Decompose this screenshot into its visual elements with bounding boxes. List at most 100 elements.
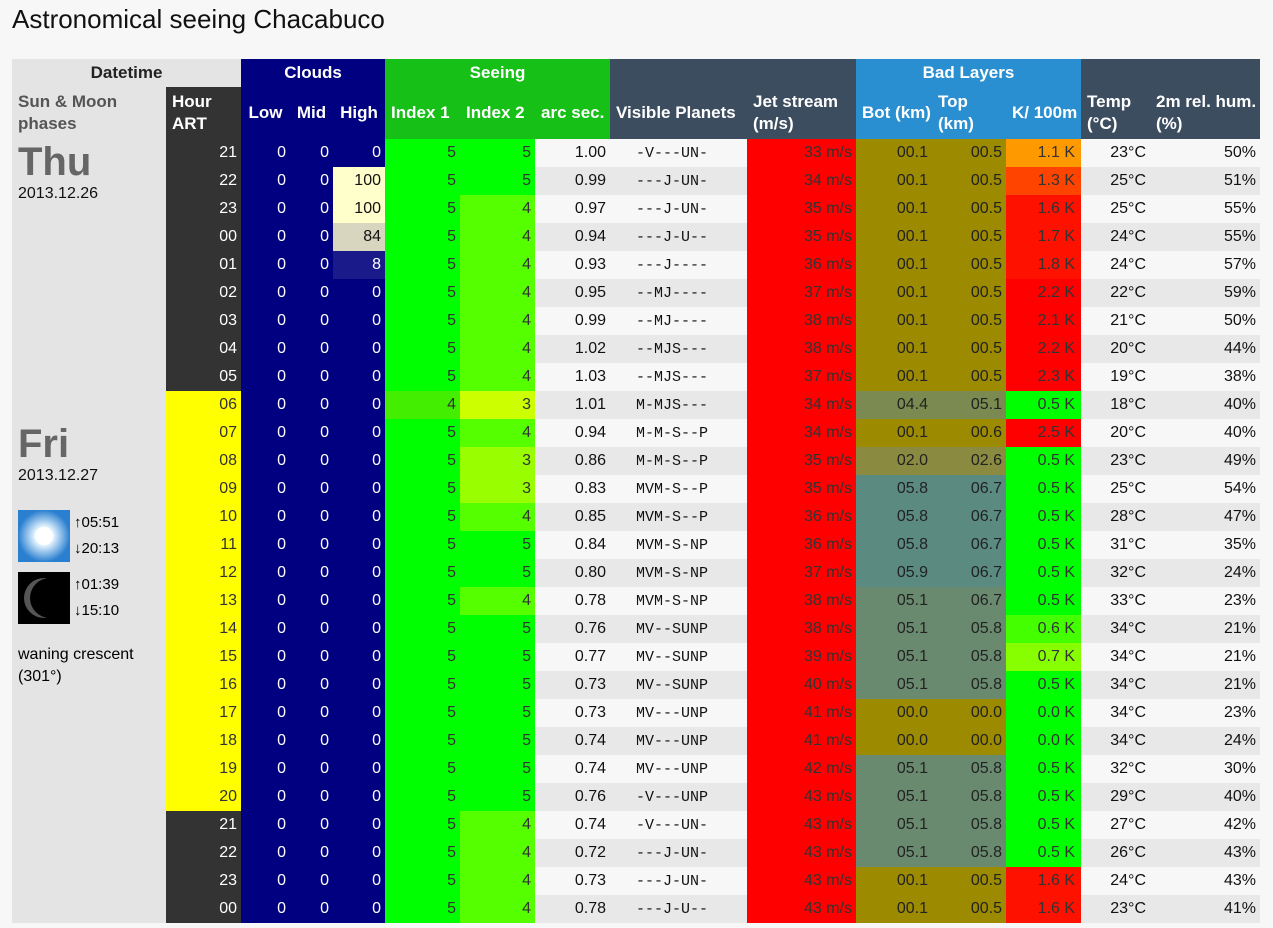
temperature-cell: 33°C [1081,587,1150,615]
k-per-100m-cell: 2.5 K [1006,419,1081,447]
table-row: 23 0 0 0 5 4 0.73 ---J-UN- 43 m/s 00.1 00.5 1.6 K 24… [12,867,1260,895]
seeing-index2-cell: 4 [460,811,535,839]
seeing-index2-cell: 3 [460,391,535,419]
table-row: 15 0 0 0 5 5 0.77 MV--SUNP 39 m/s 05.1 05.8 0.7 K 34… [12,643,1260,671]
hour-cell: 22 [166,839,241,867]
k-per-100m-cell: 0.5 K [1006,531,1081,559]
seeing-index2-cell: 5 [460,139,535,167]
hour-cell: 17 [166,699,241,727]
humidity-cell: 49% [1150,447,1260,475]
moonrise-time: ↑01:39 [74,576,120,593]
hour-cell: 04 [166,335,241,363]
temperature-cell: 28°C [1081,503,1150,531]
cloud-mid-cell: 0 [290,475,333,503]
layer-top-cell: 00.5 [932,867,1006,895]
visible-planets-cell: --MJS--- [610,335,747,363]
cloud-high-cell: 0 [333,279,385,307]
jet-stream-cell: 35 m/s [747,475,856,503]
seeing-index2-cell: 5 [460,615,535,643]
day-cell-fri: Fri 2013.12.27 ↑05:51 ↓20:13 ↑01:39 ↓15:10 wan… [12,223,166,895]
seeing-index2-cell: 4 [460,587,535,615]
header-high: High [333,87,385,139]
cloud-low-cell: 0 [241,139,290,167]
cloud-mid-cell: 0 [290,811,333,839]
layer-bottom-cell: 05.8 [856,503,932,531]
arcsec-cell: 0.73 [535,867,610,895]
layer-bottom-cell: 00.0 [856,727,932,755]
cloud-mid-cell: 0 [290,755,333,783]
seeing-index1-cell: 5 [385,167,460,195]
k-per-100m-cell: 2.1 K [1006,307,1081,335]
layer-bottom-cell: 00.1 [856,223,932,251]
k-per-100m-cell: 0.5 K [1006,475,1081,503]
cloud-mid-cell: 0 [290,839,333,867]
visible-planets-cell: M-M-S--P [610,447,747,475]
seeing-index1-cell: 5 [385,671,460,699]
header-sun-moon: Sun & Moon phases [12,87,166,139]
jet-stream-cell: 40 m/s [747,671,856,699]
humidity-cell: 24% [1150,727,1260,755]
cloud-low-cell: 0 [241,167,290,195]
humidity-cell: 40% [1150,783,1260,811]
cloud-low-cell: 0 [241,391,290,419]
visible-planets-cell: --MJ---- [610,279,747,307]
arcsec-cell: 0.78 [535,895,610,923]
table-row: 18 0 0 0 5 5 0.74 MV---UNP 41 m/s 00.0 00.0 0.0 K 34… [12,727,1260,755]
header-index1: Index 1 [385,87,460,139]
jet-stream-cell: 41 m/s [747,699,856,727]
humidity-cell: 51% [1150,167,1260,195]
k-per-100m-cell: 0.5 K [1006,811,1081,839]
humidity-cell: 21% [1150,615,1260,643]
humidity-cell: 23% [1150,699,1260,727]
humidity-cell: 47% [1150,503,1260,531]
seeing-index2-cell: 5 [460,727,535,755]
visible-planets-cell: M-MJS--- [610,391,747,419]
cloud-high-cell: 0 [333,559,385,587]
cloud-low-cell: 0 [241,419,290,447]
layer-top-cell: 00.5 [932,335,1006,363]
arcsec-cell: 0.74 [535,811,610,839]
visible-planets-cell: -V---UNP [610,783,747,811]
visible-planets-cell: MVM-S-NP [610,559,747,587]
humidity-cell: 23% [1150,587,1260,615]
layer-bottom-cell: 05.1 [856,587,932,615]
layer-bottom-cell: 05.1 [856,783,932,811]
arcsec-cell: 0.85 [535,503,610,531]
arcsec-cell: 0.76 [535,783,610,811]
seeing-index1-cell: 5 [385,755,460,783]
visible-planets-cell: MVM-S--P [610,475,747,503]
layer-top-cell: 00.5 [932,895,1006,923]
visible-planets-cell: MV---UNP [610,699,747,727]
cloud-low-cell: 0 [241,251,290,279]
layer-bottom-cell: 00.1 [856,419,932,447]
cloud-high-cell: 0 [333,895,385,923]
jet-stream-cell: 34 m/s [747,391,856,419]
cloud-mid-cell: 0 [290,559,333,587]
cloud-high-cell: 100 [333,195,385,223]
arcsec-cell: 0.78 [535,587,610,615]
layer-top-cell: 05.8 [932,783,1006,811]
k-per-100m-cell: 1.8 K [1006,251,1081,279]
temperature-cell: 19°C [1081,363,1150,391]
temperature-cell: 24°C [1081,223,1150,251]
k-per-100m-cell: 0.5 K [1006,447,1081,475]
seeing-index1-cell: 5 [385,419,460,447]
cloud-low-cell: 0 [241,363,290,391]
arcsec-cell: 0.94 [535,223,610,251]
sunset-time: ↓20:13 [74,540,120,557]
seeing-index1-cell: 5 [385,223,460,251]
cloud-high-cell: 0 [333,363,385,391]
k-per-100m-cell: 2.2 K [1006,279,1081,307]
arcsec-cell: 0.73 [535,699,610,727]
table-row: 07 0 0 0 5 4 0.94 M-M-S--P 34 m/s 00.1 00.6 2.5 K 20… [12,419,1260,447]
moon-phase-text: waning crescent (301°) [18,646,134,685]
humidity-cell: 30% [1150,755,1260,783]
humidity-cell: 35% [1150,531,1260,559]
cloud-low-cell: 0 [241,587,290,615]
temperature-cell: 24°C [1081,867,1150,895]
cloud-mid-cell: 0 [290,419,333,447]
arcsec-cell: 0.95 [535,279,610,307]
layer-top-cell: 06.7 [932,559,1006,587]
table-row: 02 0 0 0 5 4 0.95 --MJ---- 37 m/s 00.1 00.5 2.2 K 22… [12,279,1260,307]
layer-bottom-cell: 05.1 [856,811,932,839]
